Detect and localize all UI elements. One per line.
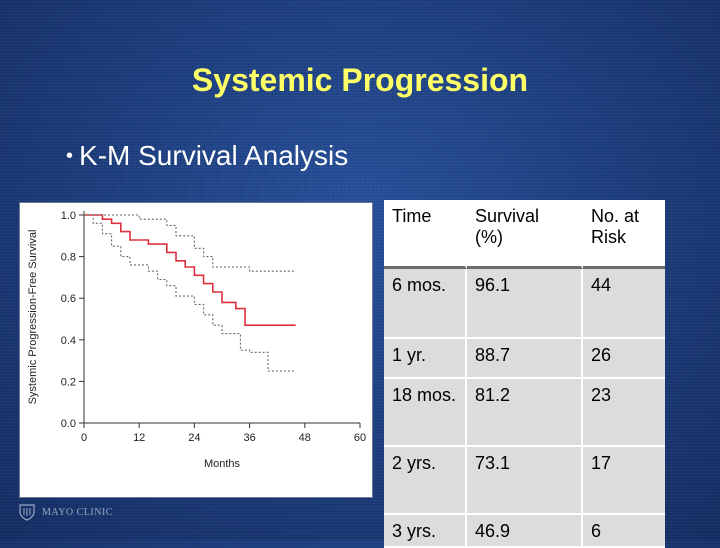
x-tick-label: 12 [133, 432, 145, 444]
cell-survival: 88.7 [467, 339, 583, 379]
bullet-text: K-M Survival Analysis [79, 140, 349, 171]
axis-ticks: 0 12 24 36 48 60 0.0 0.2 0.4 0.6 0.8 1.0 [61, 210, 366, 444]
cell-time: 2 yrs. [384, 447, 467, 515]
y-tick-label: 0.6 [61, 293, 76, 305]
cell-survival: 96.1 [467, 269, 583, 339]
cell-survival: 81.2 [467, 379, 583, 447]
header-time-text: Time [392, 206, 432, 226]
table-row: 18 mos. 81.2 23 [384, 379, 665, 447]
km-chart-panel: Months Systemic Progression-Free Surviva… [19, 202, 373, 498]
x-tick-label: 36 [243, 432, 255, 444]
km-survival-chart: Months Systemic Progression-Free Surviva… [27, 210, 366, 470]
x-tick-label: 48 [299, 432, 311, 444]
cell-time: 18 mos. [384, 379, 467, 447]
y-tick-label: 1.0 [61, 210, 76, 222]
cell-survival: 46.9 [467, 515, 583, 548]
cell-at-risk: 44 [583, 269, 665, 339]
cell-time: 6 mos. [384, 269, 467, 339]
table-row: 3 yrs. 46.9 6 [384, 515, 665, 548]
cell-at-risk: 23 [583, 379, 665, 447]
table-row: 2 yrs. 73.1 17 [384, 447, 665, 515]
logo-text: MAYO CLINIC [42, 506, 113, 518]
header-time: Time [384, 200, 467, 269]
series-group [84, 214, 296, 372]
lower-ci-curve [84, 214, 296, 372]
y-tick-label: 0.8 [61, 252, 76, 264]
header-survival: Survival (%) [467, 200, 583, 269]
table-header-row: Time Survival (%) No. at Risk [384, 200, 665, 269]
upper-ci-curve [84, 214, 296, 272]
x-tick-label: 60 [354, 432, 366, 444]
cell-at-risk: 26 [583, 339, 665, 379]
y-tick-label: 0.2 [61, 376, 76, 388]
bullet-icon: • [66, 144, 74, 167]
header-survival-text: Survival (%) [475, 206, 540, 247]
x-tick-label: 24 [188, 432, 200, 444]
km-curve [84, 214, 296, 326]
table-row: 6 mos. 96.1 44 [384, 269, 665, 339]
slide-title: Systemic Progression [191, 62, 529, 98]
survival-table: Time Survival (%) No. at Risk 6 mos. 96.… [384, 200, 665, 548]
cell-time: 1 yr. [384, 339, 467, 379]
x-axis-label: Months [204, 458, 241, 470]
mayo-clinic-logo: MAYO CLINIC [18, 503, 113, 521]
y-axis-label: Systemic Progression-Free Survival [27, 230, 39, 405]
header-at-risk: No. at Risk [583, 200, 665, 269]
y-tick-label: 0.4 [61, 335, 76, 347]
header-at-risk-text: No. at Risk [591, 206, 640, 247]
x-tick-label: 0 [81, 432, 87, 444]
table-row: 1 yr. 88.7 26 [384, 339, 665, 379]
cell-time: 3 yrs. [384, 515, 467, 548]
cell-survival: 73.1 [467, 447, 583, 515]
shield-icon [19, 504, 35, 521]
bullet-item: • K-M Survival Analysis [66, 140, 348, 172]
cell-at-risk: 6 [583, 515, 665, 548]
cell-at-risk: 17 [583, 447, 665, 515]
y-tick-label: 0.0 [61, 418, 76, 430]
